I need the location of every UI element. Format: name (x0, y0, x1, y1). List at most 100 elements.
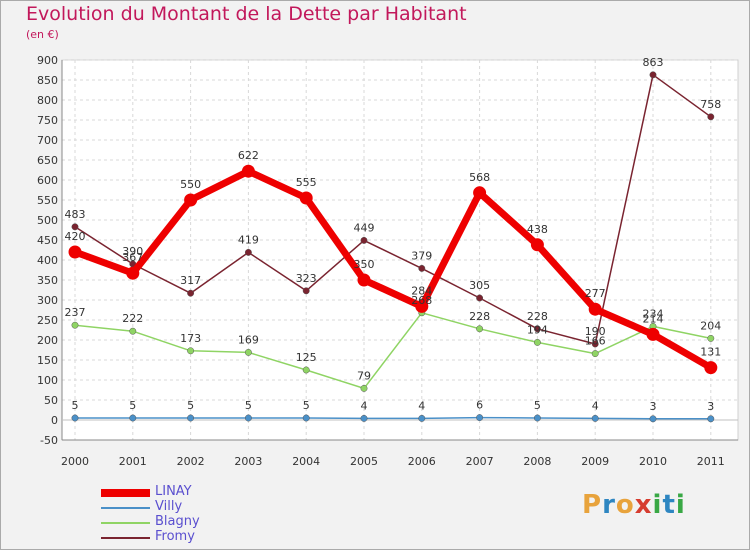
chart-subtitle: (en €) (26, 28, 59, 41)
data-label: 305 (469, 279, 490, 292)
legend-label-villy: Villy (155, 499, 183, 514)
data-point-linay (68, 245, 82, 259)
y-tick-label: 550 (37, 194, 58, 207)
data-label: 6 (476, 399, 483, 412)
data-label: 5 (245, 399, 252, 412)
y-tick-label: 50 (44, 394, 58, 407)
series-line-blagny (74, 312, 711, 390)
data-point-linay (299, 191, 313, 205)
data-point-fromy (649, 71, 657, 79)
x-tick-label: 2010 (639, 455, 667, 468)
data-point-fromy (533, 325, 541, 333)
data-label: 169 (238, 333, 259, 346)
x-tick-label: 2000 (61, 455, 89, 468)
data-label: 284 (411, 284, 432, 297)
data-point-villy (418, 414, 426, 422)
data-label: 4 (418, 399, 425, 412)
data-point-linay (530, 238, 544, 252)
y-tick-label: 900 (37, 54, 58, 67)
data-label: 419 (238, 233, 259, 246)
data-point-fromy (707, 113, 715, 121)
data-label: 449 (354, 221, 375, 234)
data-point-fromy (71, 223, 79, 231)
data-point-blagny (244, 348, 252, 356)
data-label: 228 (469, 310, 490, 323)
data-label: 277 (585, 287, 606, 300)
data-label: 222 (122, 312, 143, 325)
data-label: 234 (643, 307, 664, 320)
data-point-villy (129, 414, 137, 422)
data-label: 758 (700, 98, 721, 111)
data-label: 622 (238, 149, 259, 162)
chart-title: Evolution du Montant de la Dette par Hab… (26, 3, 467, 25)
x-tick-label: 2007 (466, 455, 494, 468)
data-label: 4 (361, 399, 368, 412)
data-label: 5 (72, 399, 79, 412)
data-label: 5 (129, 399, 136, 412)
data-label: 131 (700, 346, 721, 359)
data-label: 863 (643, 56, 664, 69)
data-label: 4 (592, 399, 599, 412)
data-point-fromy (591, 340, 599, 348)
y-tick-label: 100 (37, 374, 58, 387)
y-tick-label: 0 (51, 414, 58, 427)
y-tick-label: 300 (37, 294, 58, 307)
y-tick-label: 350 (37, 274, 58, 287)
y-tick-label: 400 (37, 254, 58, 267)
data-point-fromy (187, 289, 195, 297)
y-tick-label: 600 (37, 174, 58, 187)
data-label: 390 (122, 245, 143, 258)
data-label: 367 (122, 251, 143, 264)
data-point-blagny (707, 334, 715, 342)
x-tick-label: 2008 (523, 455, 551, 468)
data-point-linay (704, 361, 718, 375)
series-line-villy (75, 416, 711, 420)
data-label: 555 (296, 176, 317, 189)
data-point-fromy (360, 236, 368, 244)
data-point-linay (357, 273, 371, 287)
data-point-villy (360, 414, 368, 422)
data-label: 194 (527, 323, 548, 336)
data-label: 173 (180, 332, 201, 345)
data-point-fromy (418, 264, 426, 272)
data-label: 190 (585, 325, 606, 338)
data-point-villy (533, 414, 541, 422)
legend-label-fromy: Fromy (155, 529, 195, 544)
y-tick-label: 450 (37, 234, 58, 247)
data-label: 79 (357, 369, 371, 382)
y-tick-label: 200 (37, 334, 58, 347)
data-point-villy (476, 414, 484, 422)
data-point-blagny (187, 347, 195, 355)
data-label: 204 (700, 319, 721, 332)
series-line-fromy (74, 74, 712, 345)
y-tick-label: 150 (37, 354, 58, 367)
x-tick-label: 2002 (177, 455, 205, 468)
y-tick-label: 750 (37, 114, 58, 127)
data-point-linay (126, 266, 140, 280)
data-point-linay (415, 299, 429, 313)
data-point-villy (649, 415, 657, 423)
x-tick-label: 2009 (581, 455, 609, 468)
data-label: 568 (469, 171, 490, 184)
data-point-villy (244, 414, 252, 422)
data-point-linay (241, 164, 255, 178)
y-tick-label: 700 (37, 134, 58, 147)
x-tick-label: 2003 (234, 455, 262, 468)
proxiti-logo: Proxiti (582, 490, 686, 520)
data-label: 237 (65, 306, 86, 319)
data-point-blagny (533, 338, 541, 346)
data-label: 317 (180, 274, 201, 287)
y-tick-label: -50 (40, 434, 58, 447)
data-label: 166 (585, 335, 606, 348)
data-label: 3 (650, 400, 657, 413)
data-point-fromy (476, 294, 484, 302)
data-label: 483 (65, 208, 86, 221)
y-tick-label: 500 (37, 214, 58, 227)
data-point-fromy (302, 287, 310, 295)
data-point-villy (187, 414, 195, 422)
x-tick-label: 2004 (292, 455, 320, 468)
data-point-blagny (360, 384, 368, 392)
data-point-blagny (591, 350, 599, 358)
data-point-villy (302, 414, 310, 422)
